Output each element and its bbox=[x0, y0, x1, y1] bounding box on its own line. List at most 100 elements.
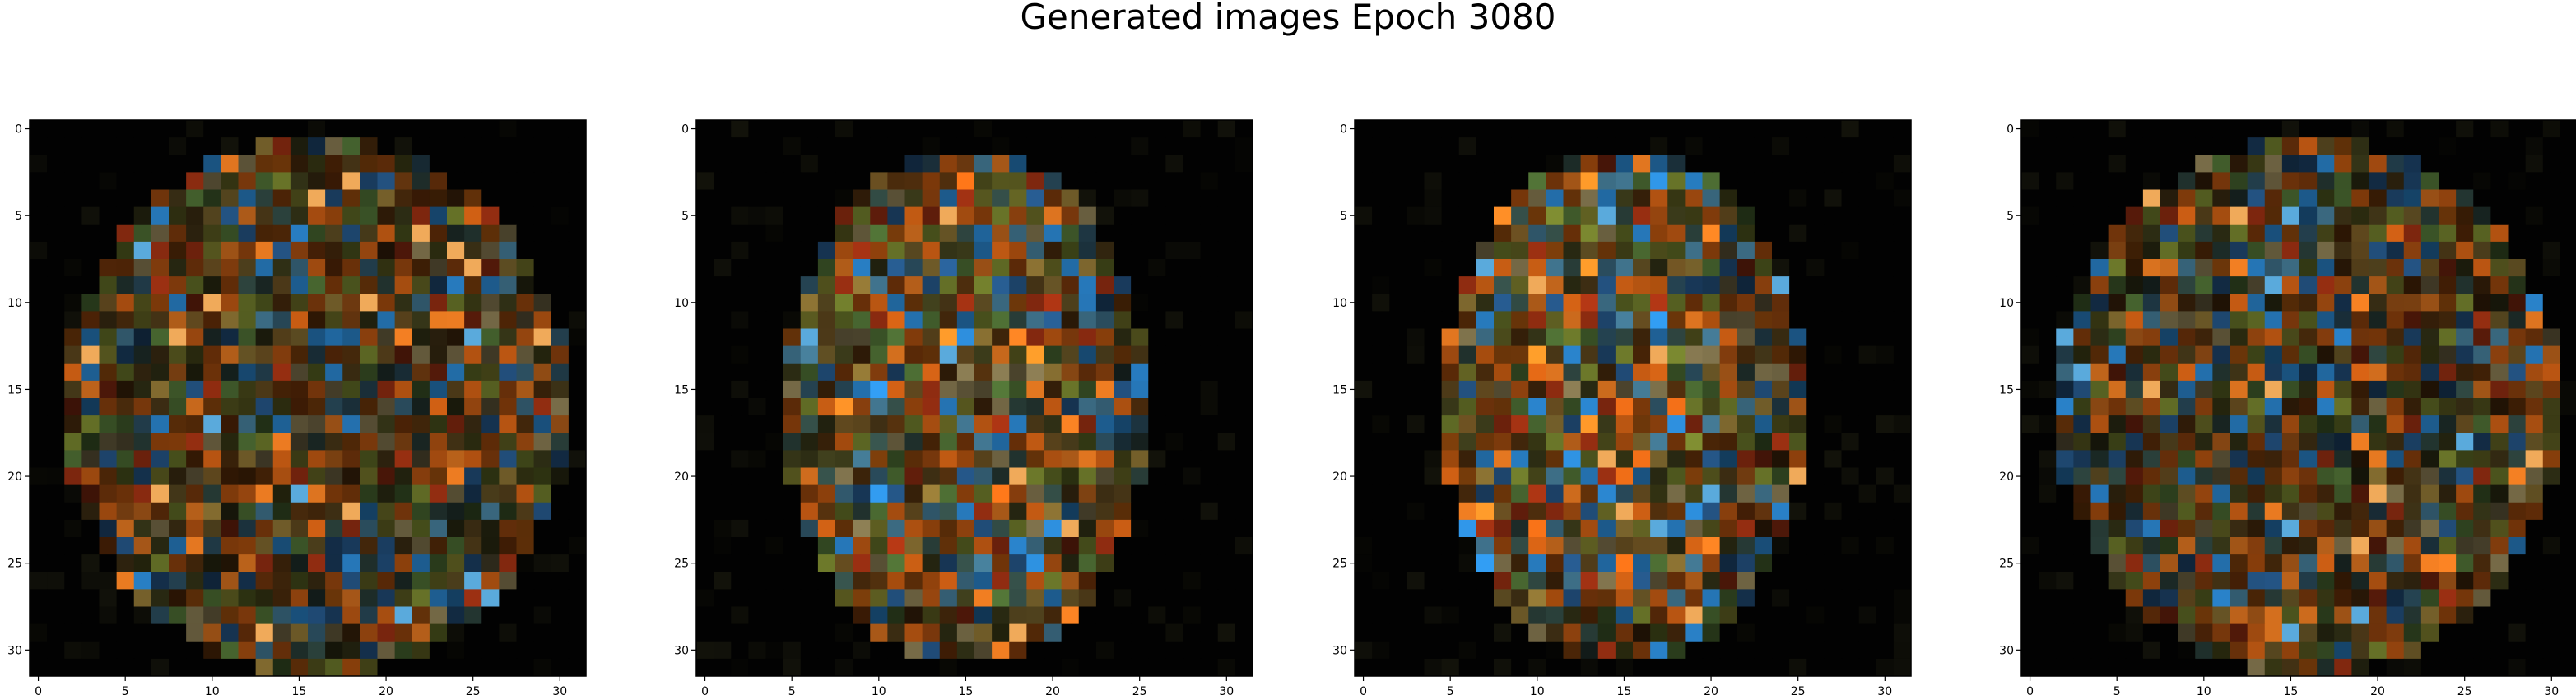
image-pixel bbox=[2439, 207, 2457, 225]
image-pixel bbox=[853, 503, 871, 521]
image-pixel bbox=[974, 607, 993, 625]
image-pixel bbox=[1772, 398, 1790, 416]
image-pixel bbox=[1650, 329, 1668, 347]
image-pixel bbox=[447, 225, 465, 243]
image-pixel bbox=[1772, 259, 1790, 277]
image-pixel bbox=[2039, 311, 2057, 329]
image-pixel bbox=[1737, 172, 1755, 190]
image-pixel bbox=[2126, 137, 2144, 155]
image-pixel bbox=[64, 607, 82, 625]
image-pixel bbox=[1546, 433, 1564, 451]
image-pixel bbox=[2109, 537, 2127, 555]
image-pixel bbox=[1201, 329, 1219, 347]
image-pixel bbox=[887, 207, 905, 225]
image-pixel bbox=[2021, 172, 2039, 190]
image-pixel bbox=[308, 276, 326, 294]
image-pixel bbox=[2195, 589, 2213, 607]
image-pixel bbox=[1079, 520, 1097, 538]
image-pixel bbox=[2404, 468, 2422, 486]
image-pixel bbox=[1633, 485, 1651, 503]
image-pixel bbox=[1842, 364, 1860, 382]
x-tick-label: 20 bbox=[1704, 685, 1718, 695]
image-pixel bbox=[2195, 415, 2213, 433]
image-pixel bbox=[714, 364, 732, 382]
image-pixel bbox=[1096, 311, 1114, 329]
image-pixel bbox=[1476, 415, 1495, 433]
image-pixel bbox=[291, 155, 309, 173]
image-pixel bbox=[81, 554, 100, 572]
image-pixel bbox=[1476, 364, 1495, 382]
image-pixel bbox=[239, 381, 257, 399]
image-pixel bbox=[1737, 503, 1755, 521]
image-pixel bbox=[1511, 155, 1529, 173]
image-pixel bbox=[499, 120, 517, 138]
image-pixel bbox=[2178, 520, 2196, 538]
image-pixel bbox=[1876, 311, 1895, 329]
y-tick-label: 15 bbox=[7, 383, 22, 396]
image-pixel bbox=[1616, 485, 1634, 503]
image-pixel bbox=[2248, 294, 2266, 312]
image-pixel bbox=[430, 346, 448, 364]
image-pixel bbox=[1859, 642, 1877, 660]
image-pixel bbox=[1131, 207, 1149, 225]
image-pixel bbox=[1859, 433, 1877, 451]
image-pixel bbox=[2509, 572, 2527, 590]
image-pixel bbox=[2039, 607, 2057, 625]
image-pixel bbox=[1703, 346, 1721, 364]
image-pixel bbox=[534, 364, 552, 382]
image-pixel bbox=[1476, 554, 1495, 572]
image-pixel bbox=[273, 225, 291, 243]
image-pixel bbox=[1131, 364, 1149, 382]
image-pixel bbox=[1201, 311, 1219, 329]
image-pixel bbox=[2126, 346, 2144, 364]
image-pixel bbox=[2473, 137, 2491, 155]
image-pixel bbox=[2369, 190, 2388, 208]
image-pixel bbox=[1842, 572, 1860, 590]
image-pixel bbox=[1009, 468, 1027, 486]
image-pixel bbox=[464, 276, 482, 294]
image-pixel bbox=[2509, 520, 2527, 538]
image-pixel bbox=[1842, 242, 1860, 260]
image-pixel bbox=[923, 190, 941, 208]
image-pixel bbox=[1201, 346, 1219, 364]
image-pixel bbox=[1528, 346, 1546, 364]
image-pixel bbox=[64, 624, 82, 642]
image-pixel bbox=[2456, 242, 2474, 260]
image-pixel bbox=[342, 503, 360, 521]
image-pixel bbox=[1598, 207, 1616, 225]
image-pixel bbox=[1183, 572, 1202, 590]
image-pixel bbox=[2056, 381, 2074, 399]
image-pixel bbox=[1114, 589, 1132, 607]
image-pixel bbox=[974, 572, 993, 590]
image-pixel bbox=[239, 503, 257, 521]
image-pixel bbox=[499, 468, 517, 486]
image-pixel bbox=[696, 225, 714, 243]
x-tick-label: 10 bbox=[205, 685, 220, 695]
image-pixel bbox=[464, 398, 482, 416]
image-pixel bbox=[64, 554, 82, 572]
image-pixel bbox=[2039, 520, 2057, 538]
image-pixel bbox=[870, 450, 888, 468]
image-pixel bbox=[64, 329, 82, 347]
image-pixel bbox=[342, 137, 360, 155]
image-pixel bbox=[2490, 607, 2509, 625]
image-pixel bbox=[2265, 225, 2283, 243]
image-pixel bbox=[1789, 433, 1807, 451]
image-pixel bbox=[1165, 520, 1183, 538]
image-pixel bbox=[1894, 259, 1912, 277]
image-pixel bbox=[923, 381, 941, 399]
image-pixel bbox=[766, 381, 784, 399]
image-pixel bbox=[221, 225, 239, 243]
image-pixel bbox=[2439, 294, 2457, 312]
image-pixel bbox=[1494, 554, 1512, 572]
image-pixel bbox=[2091, 589, 2109, 607]
image-pixel bbox=[308, 554, 326, 572]
image-pixel bbox=[2299, 120, 2318, 138]
image-pixel bbox=[569, 137, 587, 155]
image-pixel bbox=[1528, 225, 1546, 243]
image-pixel bbox=[239, 415, 257, 433]
image-pixel bbox=[766, 190, 784, 208]
image-pixel bbox=[2039, 242, 2057, 260]
image-pixel bbox=[1044, 537, 1062, 555]
image-pixel bbox=[835, 242, 853, 260]
